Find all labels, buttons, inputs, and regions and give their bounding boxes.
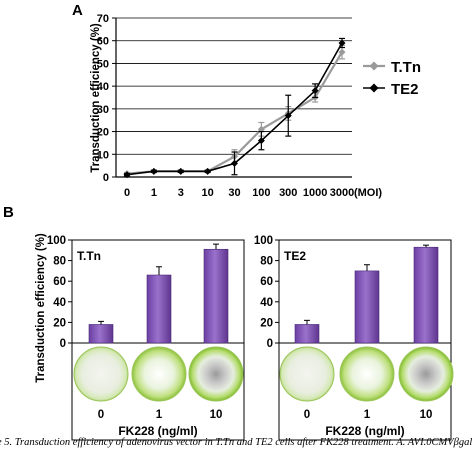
x-tick-label: 10: [210, 409, 223, 421]
x-tick-label: 1: [156, 409, 163, 421]
y-tick-label: 60: [260, 276, 273, 288]
legend-marker: [369, 61, 379, 71]
well-image: [73, 346, 129, 402]
data-point: [257, 137, 265, 145]
legend-label: T.Tn: [391, 59, 421, 76]
y-tick-label: 100: [47, 235, 66, 247]
panel-b-letter: B: [3, 204, 14, 221]
y-tick-label: 40: [53, 297, 66, 309]
x-axis-label: FK228 (ng/ml): [118, 424, 197, 438]
y-tick-label: 80: [260, 256, 273, 268]
x-tick-label: 3: [178, 187, 184, 199]
y-tick-label: 80: [53, 256, 66, 268]
panel-b-ttn: 0 20 40 60 80 100 T.Tn 0 1 10 FK228 (ng/ml) Transdu…: [35, 233, 245, 441]
y-tick-label: 60: [53, 276, 66, 288]
panel-a-letter: A: [72, 2, 83, 19]
x-tick-label: 3000: [330, 187, 354, 199]
legend-marker: [369, 83, 379, 93]
bar: [146, 274, 172, 344]
data-point: [231, 159, 238, 167]
y-tick-label: 70: [97, 13, 109, 25]
data-point: [204, 167, 212, 175]
panel-a: 0 10 20 30 40 50 60 70 0 1 3 10 30 100 300 1000 3000 (MOI…: [90, 13, 421, 199]
x-tick-label: 10: [420, 409, 433, 421]
y-tick-label: 10: [97, 149, 109, 161]
y-tick-label: 30: [97, 104, 109, 116]
data-point: [338, 48, 346, 56]
well-image: [398, 346, 454, 402]
panel-label: TE2: [284, 249, 306, 263]
panel-frame: [278, 239, 452, 441]
y-tick-label: 20: [53, 317, 66, 329]
x-tick-label: 1: [364, 409, 371, 421]
x-axis-label: FK228 (ng/ml): [325, 424, 404, 438]
y-tick-label: 40: [97, 81, 109, 93]
y-tick-label: 100: [254, 235, 273, 247]
well-image: [188, 346, 244, 402]
legend-label: TE2: [391, 81, 419, 98]
y-tick-label: 20: [97, 127, 109, 139]
data-point: [284, 112, 292, 120]
panel-b-te2: 0 20 40 60 80 100 TE2 0 1 10 FK228 (ng/ml): [254, 235, 454, 441]
bar: [354, 270, 380, 344]
data-point: [338, 39, 346, 47]
x-tick-label: 100: [252, 187, 270, 199]
y-tick-label: 0: [60, 338, 66, 350]
data-point: [150, 167, 158, 175]
data-point: [123, 171, 131, 179]
x-tick-label: 30: [228, 187, 240, 199]
bar: [413, 246, 439, 344]
y-tick-label: 0: [267, 338, 273, 350]
data-point: [311, 87, 319, 95]
y-axis-label: Transduction efficiency (%): [35, 233, 47, 383]
well-image: [131, 346, 187, 402]
x-tick-label: 10: [202, 187, 214, 199]
y-tick-label: 40: [260, 297, 273, 309]
well-image: [279, 346, 335, 402]
bar: [294, 324, 320, 344]
bar: [88, 324, 114, 344]
y-tick-label: 50: [97, 58, 109, 70]
x-axis-label: (MOI): [354, 187, 382, 199]
bar: [203, 248, 229, 344]
x-tick-label: 0: [124, 187, 130, 199]
x-tick-label: 300: [279, 187, 297, 199]
panel-frame: [71, 239, 245, 441]
data-point: [177, 167, 185, 175]
panel-label: T.Tn: [77, 249, 101, 263]
x-tick-label: 1: [151, 187, 157, 199]
x-tick-label: 0: [304, 409, 310, 421]
x-tick-label: 0: [98, 409, 104, 421]
y-tick-label: 60: [97, 36, 109, 48]
figure-caption: ure 5. Transduction efficiency of adenov…: [0, 437, 474, 448]
y-tick-label: 20: [260, 317, 273, 329]
x-tick-label: 1000: [303, 187, 327, 199]
y-axis-label: Transduction efficiency (%): [90, 23, 102, 173]
y-tick-label: 0: [103, 172, 109, 184]
well-image: [339, 346, 395, 402]
